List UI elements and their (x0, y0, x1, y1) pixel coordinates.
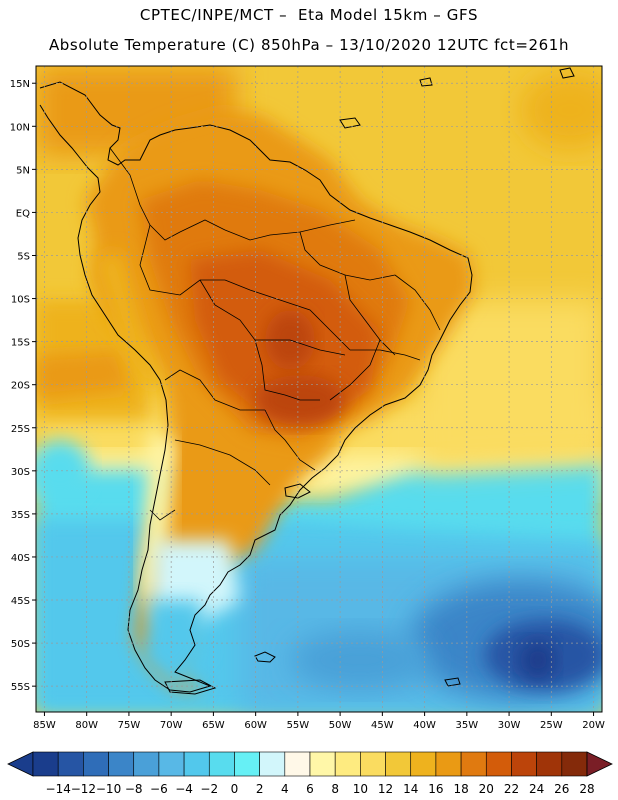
colorbar-label: −12 (71, 782, 96, 796)
lat-tick-label: EQ (16, 208, 30, 219)
colorbar-label: 14 (403, 782, 418, 796)
colorbar-box (32, 751, 59, 777)
colorbar-label: 10 (353, 782, 368, 796)
lon-tick-label: 50W (329, 720, 352, 731)
colorbar-label: −14 (46, 782, 71, 796)
colorbar-box (385, 751, 412, 777)
colorbar-label: −4 (175, 782, 193, 796)
lat-tick-label: 15N (10, 79, 30, 90)
lat-tick-label: 45S (11, 596, 30, 607)
latitude-axis: 15N 10N 5N EQ 5S 10S 15S 20S 25S 30S 35S 40S 45S 50S 5… (10, 79, 36, 693)
colorbar-boxes (7, 751, 613, 777)
lon-tick-label: 55W (287, 720, 310, 731)
colorbar-box (83, 751, 109, 777)
colorbar-box (536, 751, 563, 777)
colorbar-box (334, 751, 361, 777)
colorbar-box (435, 751, 462, 777)
lat-tick-label: 10S (11, 295, 30, 306)
colorbar-label: 0 (231, 782, 239, 796)
lat-tick-label: 5S (17, 251, 30, 262)
lat-tick-label: 35S (11, 510, 30, 521)
colorbar-label: 6 (306, 782, 314, 796)
lon-tick-label: 85W (33, 720, 56, 731)
temperature-map: 15N 10N 5N EQ 5S 10S 15S 20S 25S 30S 35S 40S 45S 50S 5… (10, 65, 605, 731)
lat-tick-label: 50S (11, 639, 30, 650)
colorbar-label: 24 (529, 782, 544, 796)
colorbar-box (410, 751, 437, 777)
lon-tick-label: 60W (244, 720, 267, 731)
lat-tick-label: 40S (11, 553, 30, 564)
colorbar-label: 4 (281, 782, 289, 796)
colorbar-box (108, 751, 135, 777)
colorbar-label: −2 (200, 782, 218, 796)
colorbar-label: 8 (331, 782, 339, 796)
lat-tick-label: 55S (11, 682, 30, 693)
colorbar-under-arrow (7, 751, 34, 777)
lon-tick-label: 70W (160, 720, 183, 731)
lat-tick-label: 15S (11, 338, 30, 349)
colorbar-over-arrow (586, 751, 613, 777)
lat-tick-label: 5N (16, 165, 30, 176)
colorbar-box (133, 751, 160, 777)
coastlines (39, 67, 575, 695)
colorbar-box (511, 751, 537, 777)
colorbar-box (284, 751, 311, 777)
colorbar-label: −10 (96, 782, 121, 796)
colorbar-box (309, 751, 336, 777)
lon-tick-label: 20W (582, 720, 605, 731)
lon-tick-label: 30W (498, 720, 521, 731)
colorbar-label: −6 (150, 782, 168, 796)
chart-title-line-2: Absolute Temperature (C) 850hPa – 13/10/… (48, 36, 570, 54)
colorbar: −14 −12 −10 −8 −6 −4 −2 0 2 4 6 8 10 12 14 16 18 20 22 24 26… (7, 751, 613, 796)
colorbar-labels: −14 −12 −10 −8 −6 −4 −2 0 2 4 6 8 10 12 14 16 18 20 22 24 26… (46, 782, 595, 796)
lon-tick-label: 80W (75, 720, 98, 731)
colorbar-box (360, 751, 386, 777)
colorbar-label: 18 (453, 782, 468, 796)
longitude-axis: 85W 80W 75W 70W 65W 60W 55W 50W 45W 40W 35W 30W 25W 2… (33, 712, 605, 731)
lat-tick-label: 30S (11, 467, 30, 478)
map-frame (35, 65, 603, 713)
lat-tick-label: 10N (10, 122, 30, 133)
lon-tick-label: 45W (371, 720, 394, 731)
colorbar-label: −8 (125, 782, 143, 796)
colorbar-box (460, 751, 487, 777)
colorbar-label: 22 (504, 782, 519, 796)
colorbar-box (234, 751, 260, 777)
colorbar-box (485, 751, 512, 777)
chart-title-line-1: CPTEC/INPE/MCT – Eta Model 15km – GFS (139, 6, 479, 24)
colorbar-label: 26 (554, 782, 569, 796)
lon-tick-label: 25W (540, 720, 563, 731)
lat-tick-label: 25S (11, 424, 30, 435)
colorbar-box (158, 751, 185, 777)
colorbar-box (57, 751, 84, 777)
colorbar-box (183, 751, 210, 777)
colorbar-label: 2 (256, 782, 264, 796)
lon-tick-label: 35W (456, 720, 479, 731)
colorbar-box (561, 751, 588, 777)
lon-tick-label: 75W (118, 720, 141, 731)
colorbar-box (208, 751, 235, 777)
lon-tick-label: 40W (413, 720, 436, 731)
colorbar-label: 16 (428, 782, 443, 796)
colorbar-label: 20 (479, 782, 494, 796)
lon-tick-label: 65W (202, 720, 225, 731)
lat-lon-grid (36, 66, 602, 712)
colorbar-box (259, 751, 286, 777)
lat-tick-label: 20S (11, 381, 30, 392)
colorbar-label: 12 (378, 782, 393, 796)
country-borders (109, 147, 441, 521)
colorbar-label: 28 (579, 782, 594, 796)
temperature-field (36, 66, 602, 712)
